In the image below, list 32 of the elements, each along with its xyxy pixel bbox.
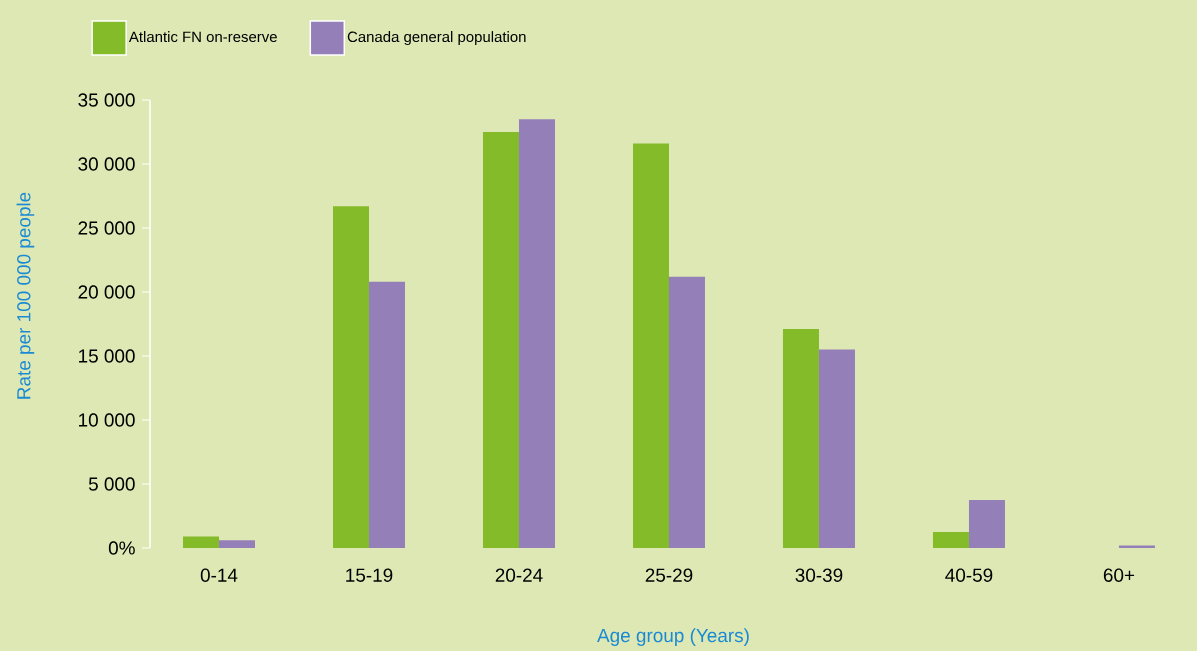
legend-label: Canada general population — [347, 30, 526, 45]
y-axis-title: Rate per 100 000 people — [16, 192, 35, 399]
bar — [632, 143, 669, 548]
y-tick-label: 15 000 — [79, 349, 135, 363]
y-tick-label: 30 000 — [78, 157, 135, 171]
bar — [482, 131, 519, 548]
bar — [333, 206, 369, 548]
bar — [183, 536, 219, 548]
y-tick-label: 5 000 — [88, 477, 135, 491]
y-tick-label: 0% — [108, 541, 135, 555]
x-tick-label: 0-14 — [200, 568, 238, 582]
bar — [219, 540, 255, 548]
y-tick-label: 25 000 — [78, 221, 135, 235]
bar — [968, 499, 1005, 548]
bar — [369, 281, 405, 548]
bar — [932, 531, 969, 548]
x-tick-label: 60+ — [1103, 568, 1135, 582]
x-tick-label: 15-19 — [346, 568, 393, 582]
legend-label: Atlantic FN on-reserve — [128, 30, 277, 42]
bar — [782, 328, 819, 548]
x-tick-label: 25-29 — [645, 568, 693, 582]
y-tick-label: 10 000 — [79, 413, 135, 427]
bar — [1118, 545, 1155, 548]
x-tick-label: 30-39 — [795, 568, 843, 582]
bar — [668, 276, 705, 548]
bar — [818, 349, 855, 548]
x-tick-label: 40-59 — [945, 568, 993, 582]
bar — [518, 119, 555, 548]
x-axis-title: Age group (Years) — [597, 628, 749, 646]
y-tick-label: 35 000 — [78, 93, 135, 107]
y-tick-label: 20 000 — [78, 285, 135, 299]
x-tick-label: 20-24 — [495, 568, 543, 582]
